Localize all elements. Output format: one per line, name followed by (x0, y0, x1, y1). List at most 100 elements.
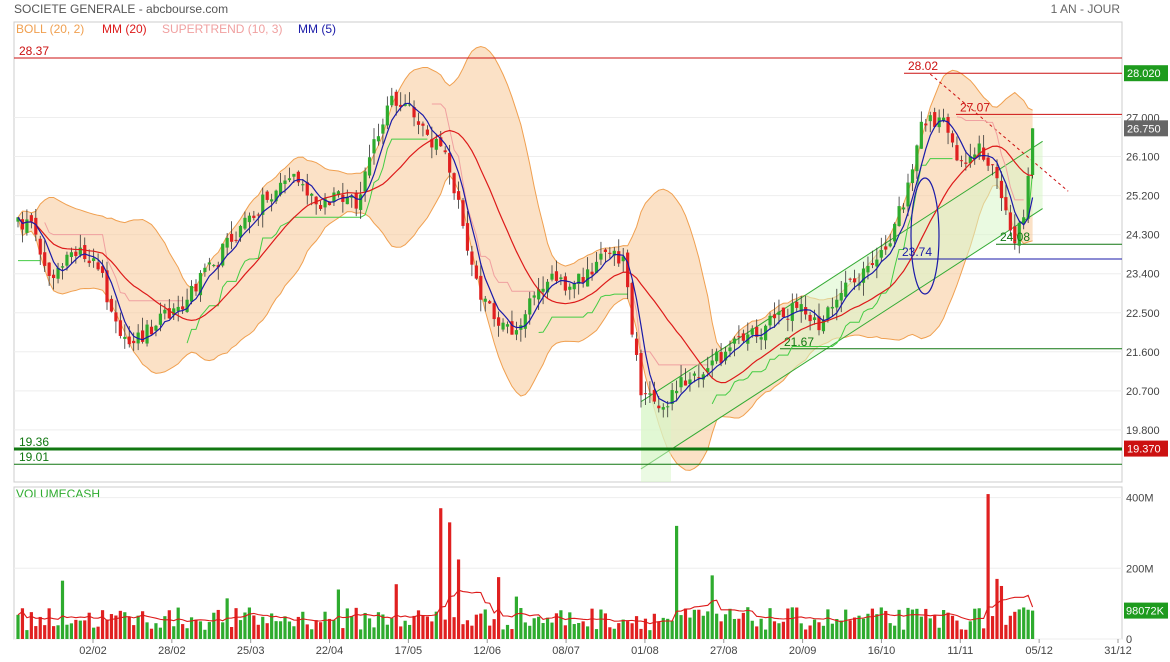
volume-bar (657, 621, 661, 639)
candle-body (158, 313, 162, 325)
candle-body (692, 373, 696, 376)
candle-body (230, 233, 234, 242)
volume-bar (541, 623, 545, 639)
volume-bar (65, 624, 69, 639)
volume-bar (523, 622, 527, 639)
candle-body (367, 157, 372, 176)
candle-body (305, 182, 309, 196)
candle-body (96, 262, 100, 270)
volume-bar (732, 618, 737, 639)
volume-bar (492, 619, 496, 639)
candle-body (443, 150, 447, 153)
candle-body (924, 123, 928, 126)
candle-body (100, 266, 105, 273)
volume-bar (394, 584, 398, 639)
volume-bar (207, 622, 211, 639)
volume-bar (69, 623, 73, 639)
volume-bar (590, 608, 594, 639)
candle-body (319, 205, 323, 209)
candle-body (287, 178, 292, 181)
legend-mm20: MM (20) (102, 22, 147, 36)
volume-bar (167, 610, 171, 639)
volume-bar (897, 609, 901, 639)
candle-body (461, 200, 465, 226)
candle-body (207, 262, 211, 265)
price-axis: 19.800 20.700 21.600 22.500 23.400 24.300 25.2… (1124, 65, 1168, 457)
candle-body (643, 393, 648, 395)
candle-body (194, 283, 198, 292)
volume-bar (296, 616, 300, 639)
date-axis: 02/02 28/02 25/03 22/04 17/05 12/06 08/07 01/08… (79, 639, 1132, 657)
price-axis-box-label: 19.370 (1127, 444, 1161, 456)
candle-body (510, 321, 514, 335)
volume-bar (599, 609, 603, 639)
candle-body (354, 192, 358, 209)
volume-bar (443, 619, 447, 639)
candle-body (617, 251, 621, 264)
candle-body (109, 298, 114, 312)
volume-bar (910, 609, 915, 639)
volume-bar (643, 618, 648, 639)
candle-body (603, 249, 607, 252)
candle-body (189, 285, 194, 302)
volume-bar (100, 610, 105, 639)
volume-bar (777, 623, 781, 639)
candle-body (256, 214, 260, 216)
candle-body (83, 245, 87, 260)
volume-bar (497, 577, 501, 639)
candle-body (688, 379, 692, 384)
volume-bar (350, 615, 354, 639)
volume-axis: 400M 200M 0 98072K (1124, 493, 1168, 646)
volume-bar (670, 620, 674, 639)
volume-bar (537, 616, 541, 639)
candle-body (238, 225, 243, 238)
volume-bar (861, 618, 866, 639)
candle-body (888, 243, 892, 247)
candle-body (581, 277, 585, 283)
candle-body (154, 325, 158, 331)
volume-bar (252, 615, 256, 639)
candle-body (123, 336, 127, 339)
candle-body (572, 283, 576, 290)
volume-bar (1026, 609, 1030, 639)
volume-bar (456, 559, 461, 639)
volume-axis-box-label: 98072K (1126, 606, 1165, 618)
candle-body (893, 223, 897, 242)
candle-body (314, 196, 318, 205)
price-tick-label: 24.300 (1126, 230, 1160, 242)
candle-body (812, 317, 817, 320)
candle-body (563, 276, 567, 291)
volume-bar (43, 625, 47, 639)
candle-body (47, 262, 51, 276)
candle-body (425, 129, 429, 135)
candle-body (381, 124, 385, 134)
volume-bar (230, 627, 234, 639)
volume-bar (937, 627, 941, 639)
volume-panel: VOLUMECASH 400M 200M 0 98072K (13, 486, 1168, 646)
volume-bar (746, 607, 750, 639)
volume-bar (986, 494, 990, 639)
candle-body (52, 274, 56, 279)
candle-body (448, 152, 452, 173)
volume-bar (648, 630, 652, 639)
candle-body (759, 337, 763, 340)
candle-body (853, 278, 857, 283)
candle-body (29, 215, 33, 222)
volume-bar (292, 626, 296, 639)
candle-body (301, 184, 305, 186)
volume-bar (336, 589, 340, 639)
volume-bar (968, 621, 972, 639)
candle-body (528, 298, 532, 315)
volume-bar (1017, 609, 1021, 639)
legend-boll: BOLL (20, 2) (16, 22, 84, 36)
volume-moving-average (17, 589, 1034, 625)
candle-body (501, 322, 505, 330)
candle-body (474, 265, 478, 279)
volume-bar (901, 629, 906, 639)
candle-body (278, 182, 283, 195)
candle-body (634, 338, 639, 355)
candle-body (799, 304, 803, 312)
candle-body (879, 250, 883, 258)
price-axis-box (1124, 120, 1168, 137)
volume-bar (808, 625, 812, 639)
